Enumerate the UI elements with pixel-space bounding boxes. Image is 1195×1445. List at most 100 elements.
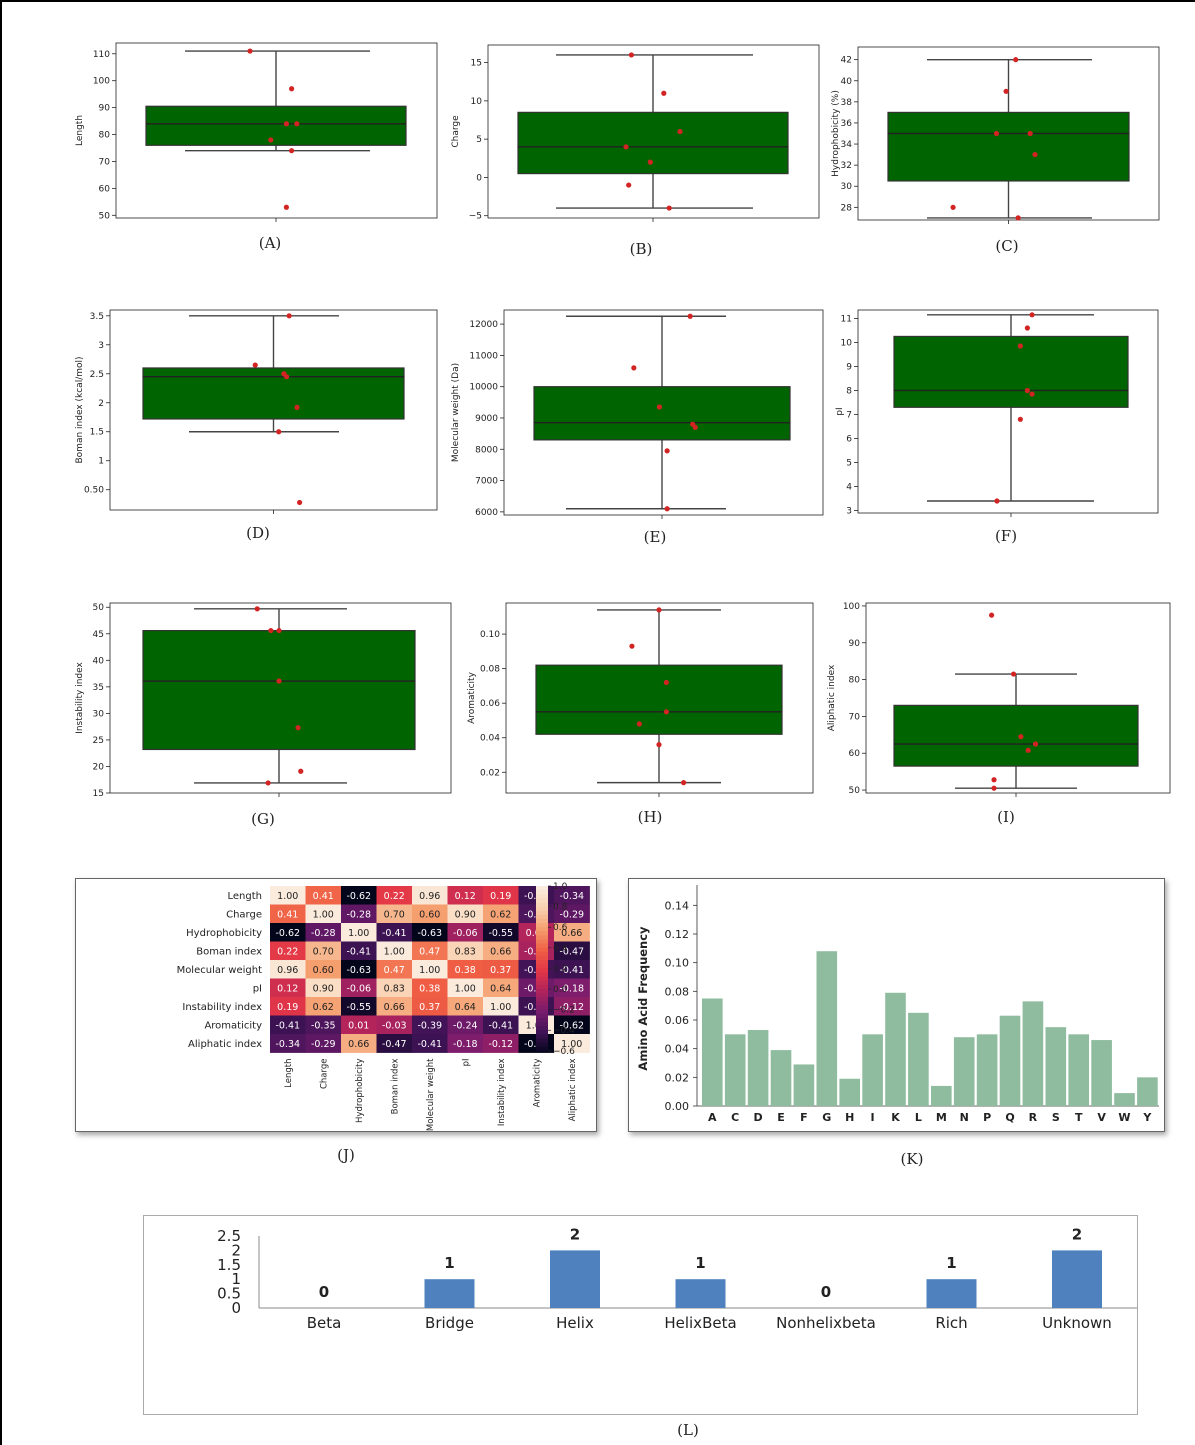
y-tick-label: 0.10 [665,957,690,970]
heatmap-cell [483,923,519,942]
heatmap-cell-label: -0.18 [453,1039,478,1050]
y-tick-label: −5 [469,212,482,222]
data-point [636,721,642,727]
heatmap-cell [270,997,306,1016]
data-point [661,90,667,96]
heatmap-cell-label: -0.12 [488,1039,513,1050]
x-tick-label: W [1118,1111,1130,1124]
x-tick-label: Beta [307,1314,342,1332]
heatmap-cell-label: 0.90 [313,983,334,994]
heatmap-cell-label: 1.00 [348,928,369,939]
data-point [268,137,274,143]
ss-bar [424,1279,475,1308]
heatmap-cell-label: -0.41 [488,1020,513,1031]
colorbar-tick-label: −0.6 [553,1047,575,1057]
heatmap-cell [305,1015,342,1035]
y-tick-label: 2 [98,399,104,409]
data-point [994,498,1000,504]
y-axis-label: Length [75,115,85,146]
y-tick-label: 45 [93,630,104,640]
y-tick-label: 6000 [475,508,498,518]
y-tick-label: 60 [849,749,861,759]
heatmap-cell [554,1034,590,1053]
heatmap-cell [376,1015,413,1035]
heatmap-cell-label: -0.03 [382,1020,407,1031]
caption-i: (I) [997,808,1015,826]
ss-bar-value-label: 1 [695,1254,705,1272]
heatmap-cell-label: 0.62 [313,1002,334,1013]
heatmap-cell [376,923,413,942]
heatmap-cell [341,997,377,1016]
heatmap-row-label: Boman index [196,946,262,957]
x-tick-label: Unknown [1042,1314,1112,1332]
heatmap-cell [270,923,306,942]
colorbar-segment [536,1017,548,1023]
heatmap-cell-label: 0.22 [277,946,298,957]
heatmap-row-label: Instability index [182,1002,262,1013]
heatmap-cell-label: -0.29 [311,1039,336,1050]
y-tick-label: 90 [849,639,861,649]
ss-bar-value-label: 1 [444,1254,454,1272]
heatmap-cell-label: 0.83 [455,946,476,957]
boxplot-boman-index: 0.50 1 1.5 2 2.5 3 3.5 Boman index (kcal/mol) [70,305,440,515]
y-tick-label: 0.50 [84,486,104,496]
heatmap-col-label: pI [461,1059,471,1067]
heatmap-cell [376,997,413,1016]
iqr-box [145,105,407,146]
heatmap-cell-label: -0.41 [275,1020,300,1031]
heatmap-cell-label: 0.19 [277,1002,298,1013]
y-tick-label: 70 [99,157,111,167]
boxplot-g-svg: 15 20 25 30 35 40 45 50 Instability index [75,602,452,799]
data-point [276,429,282,435]
heatmap-cell [270,886,306,905]
boxplot-hydrophobicity: 28 30 32 34 36 38 40 42 Hydrophobicity (%) [826,42,1166,226]
y-tick-label: 1.5 [217,1256,241,1274]
y-axis-label: Hydrophobicity (%) [831,90,841,177]
y-tick-label: 25 [93,736,104,746]
heatmap-cell-label: -0.62 [275,928,300,939]
heatmap-cell [412,978,448,998]
aa-bar-svg: 0.00 0.02 0.04 0.06 0.08 0.10 0.12 0.14 Amino Ac… [636,885,1159,1124]
y-tick-label: 10 [841,338,853,348]
y-tick-label: 20 [93,762,105,772]
data-point [692,424,698,430]
x-tick-label: R [1029,1111,1038,1124]
y-tick-label: 3.5 [90,312,104,322]
heatmap-cell-label: -0.63 [417,928,442,939]
colorbar-segment [536,902,548,908]
x-tick-label: S [1052,1111,1060,1124]
y-tick-label: 0.10 [480,630,500,640]
y-tick-label: 5 [476,135,482,145]
heatmap-cell [412,923,448,942]
heatmap-cell [483,886,519,905]
y-tick-label: 11 [841,314,852,324]
data-point [1017,343,1023,349]
data-point [247,48,253,54]
data-point [1017,416,1023,422]
colorbar-tick-label: 0.8 [553,903,568,913]
data-point [631,365,637,371]
x-tick-label: Helix [556,1314,594,1332]
heatmap-cell [341,1015,377,1035]
heatmap-cell-label: 0.38 [455,965,476,976]
iqr-box [142,367,405,420]
x-tick-label: F [800,1111,808,1124]
colorbar-segment [536,972,548,978]
heatmap-cell-label: -0.06 [453,928,478,939]
y-tick-label: 4 [846,483,852,493]
y-tick-label: 10 [471,97,483,107]
colorbar-tick-label: −0.2 [553,1006,575,1016]
heatmap-cell [483,941,519,961]
y-tick-label: 15 [93,789,104,799]
aa-bar [724,1034,746,1106]
heatmap-cell [554,923,590,942]
aa-bar [702,998,723,1106]
y-tick-label: 0.14 [665,899,690,912]
iqr-box [887,111,1130,182]
data-point [656,607,662,613]
boxplot-instability-index: 15 20 25 30 35 40 45 50 Instability index [70,598,455,799]
data-point [687,313,693,319]
colorbar-segment [536,886,548,891]
heatmap-cell [447,960,484,979]
heatmap-cell [341,941,377,961]
